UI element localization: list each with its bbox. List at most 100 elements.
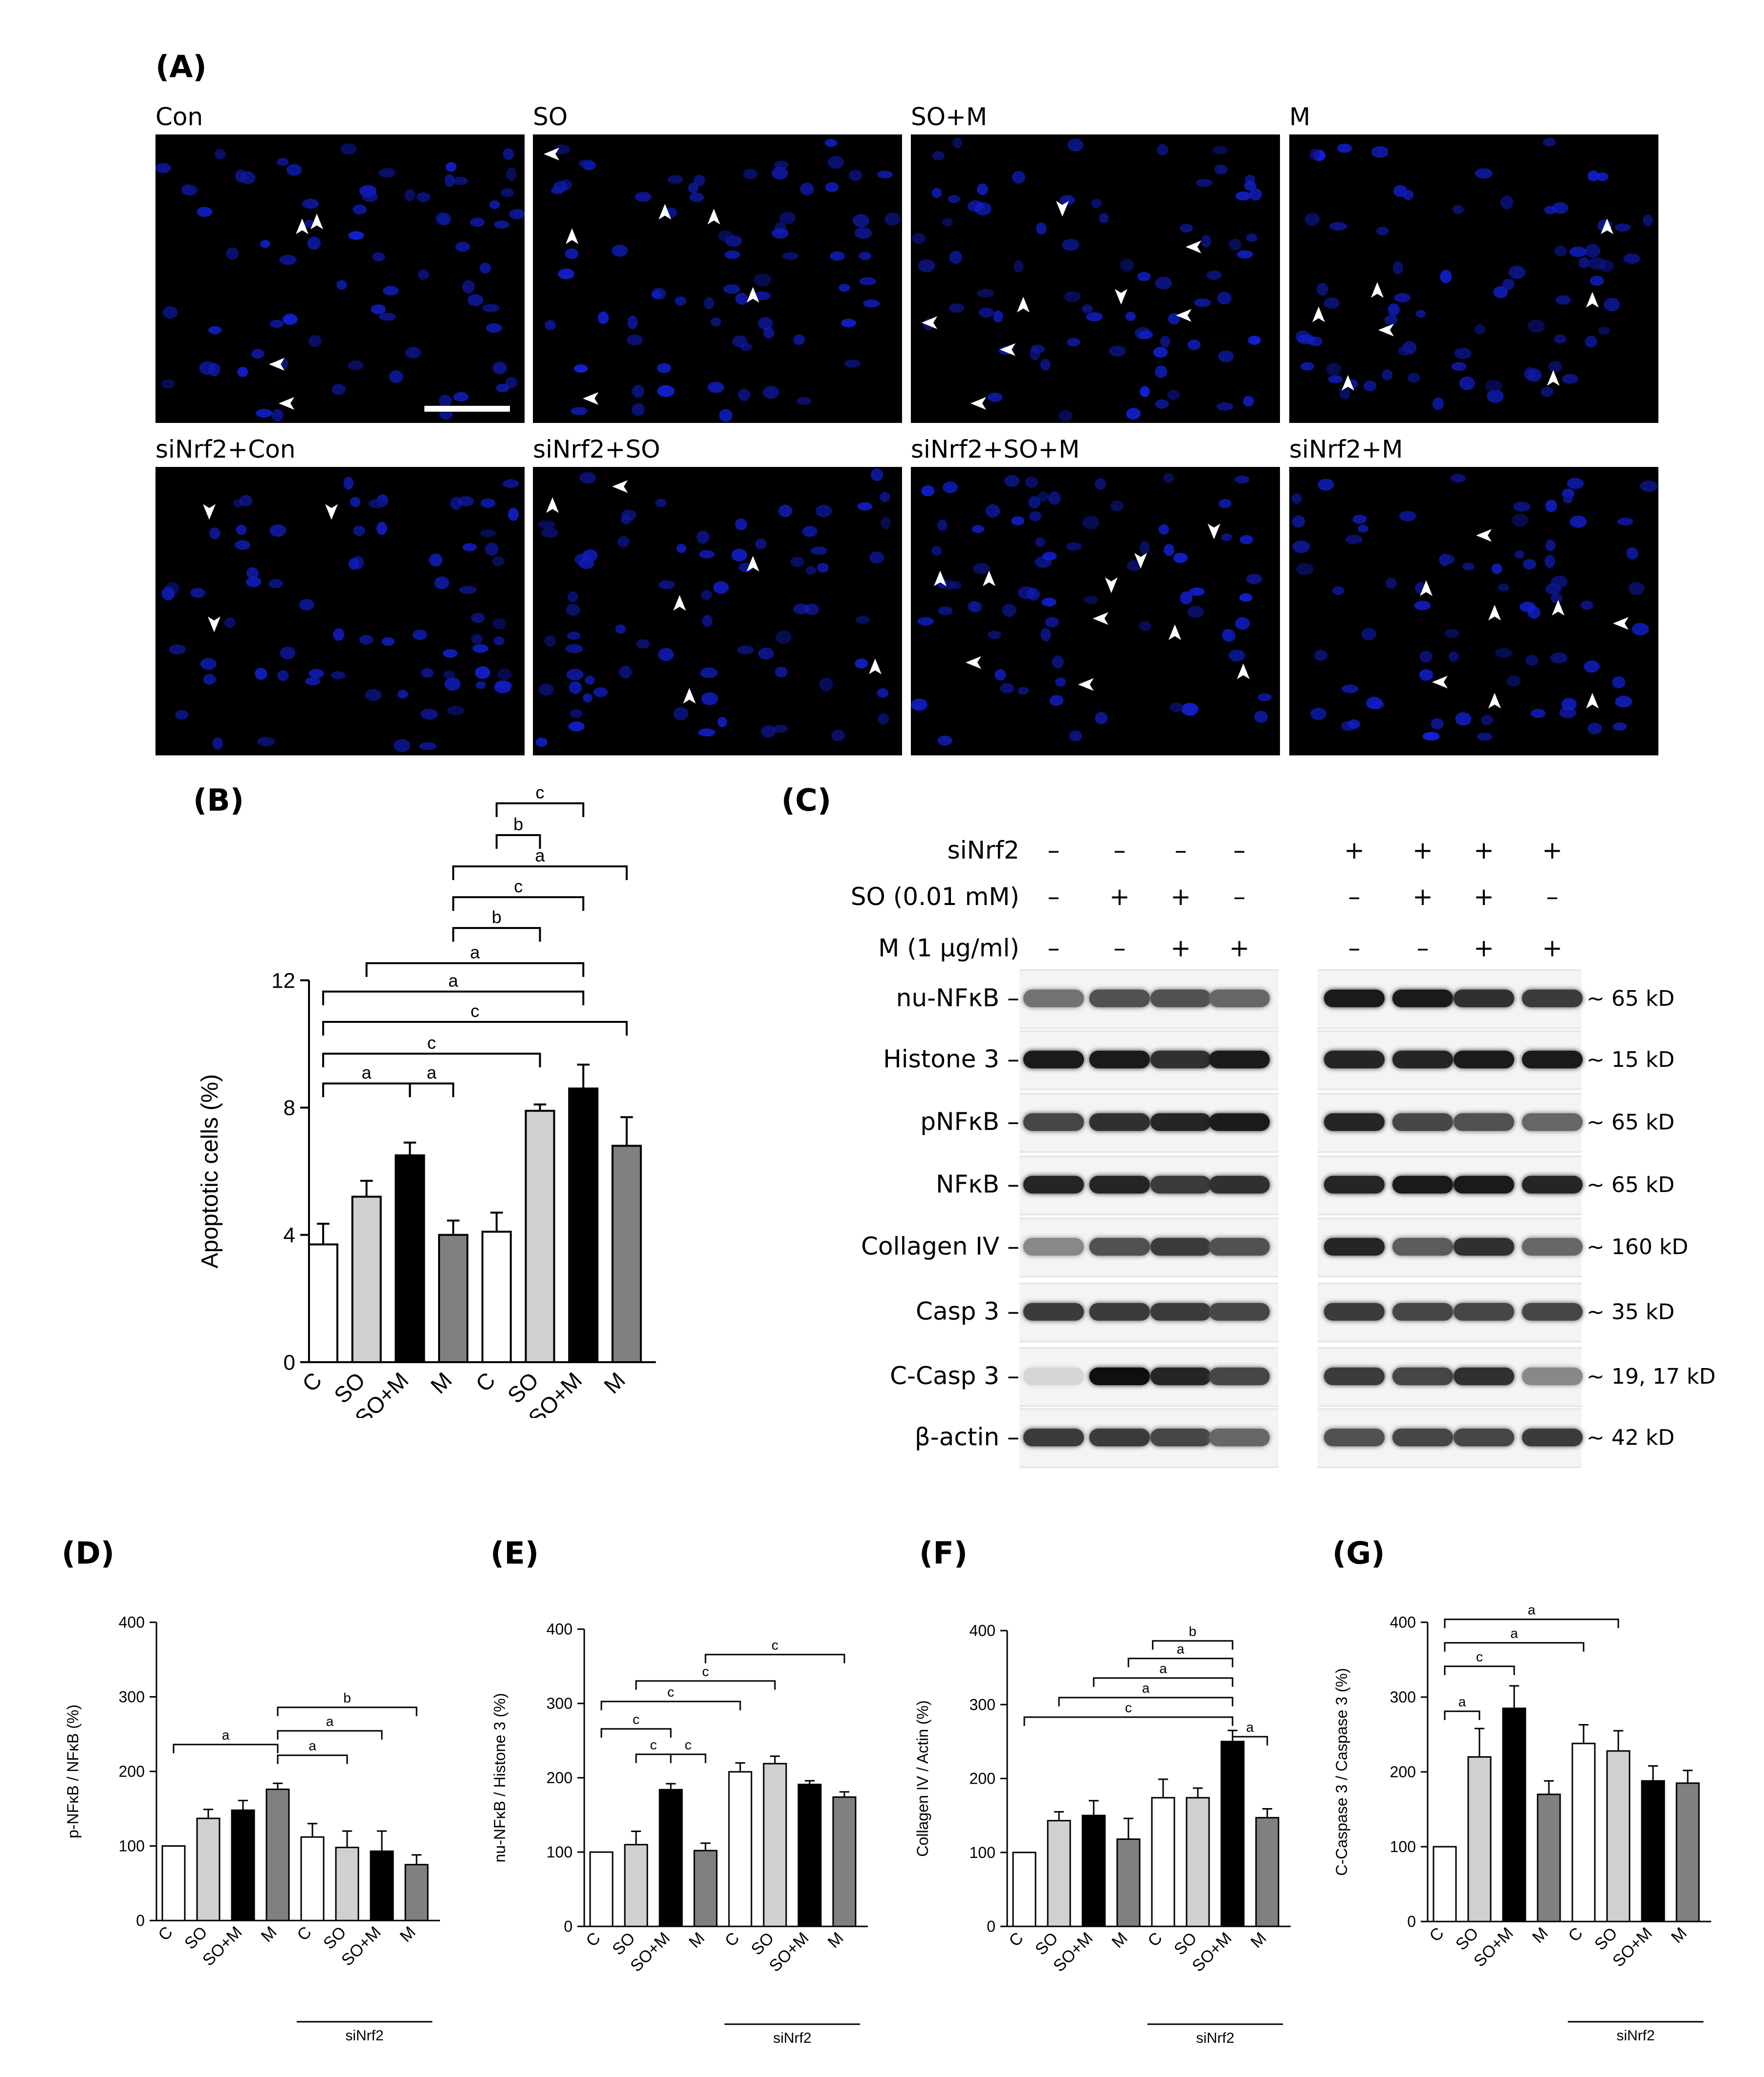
blot-band [1454, 1429, 1514, 1446]
nucleus [855, 658, 868, 669]
arrowhead-icon [747, 556, 759, 572]
significance-bracket [173, 1744, 279, 1753]
nucleus [1399, 511, 1416, 522]
significance-label: a [427, 1062, 437, 1083]
x-tick-label: SO+M [338, 1923, 385, 1970]
nucleus [735, 292, 748, 305]
nucleus [1414, 600, 1431, 611]
nucleus [417, 192, 431, 202]
significance-label: c [685, 1737, 692, 1752]
nucleus [1545, 539, 1556, 552]
nucleus [627, 315, 638, 329]
nucleus [1500, 195, 1514, 209]
nucleus [1296, 563, 1314, 575]
nucleus [1451, 474, 1466, 483]
nucleus [738, 389, 750, 401]
nucleus [857, 502, 873, 511]
nucleus [492, 556, 505, 567]
nucleus [1059, 195, 1075, 205]
nucleus [535, 737, 548, 747]
nucleus [911, 698, 927, 711]
molecular-weight-label: ~ 65 kD [1587, 986, 1675, 1011]
nucleus [1218, 350, 1234, 363]
nucleus [389, 370, 403, 383]
arrowhead-icon [203, 504, 216, 520]
x-tick-label: M [1108, 1929, 1131, 1952]
nucleus [1218, 499, 1232, 508]
significance-bracket [1444, 1618, 1619, 1628]
significance-label: b [492, 907, 502, 927]
blot-band [1522, 1368, 1583, 1385]
treatment-mark: + [1109, 883, 1130, 911]
y-tick-label: 200 [970, 1770, 995, 1788]
arrowhead-icon [325, 504, 338, 520]
nucleus [439, 394, 452, 407]
bar [1151, 1797, 1175, 1927]
nucleus [233, 499, 243, 508]
nucleus [1041, 597, 1057, 607]
nucleus [1048, 491, 1061, 505]
x-tick-label: M [599, 1367, 630, 1398]
significance-label: c [427, 1033, 436, 1053]
bar [1641, 1780, 1665, 1922]
blot-band [1392, 1429, 1453, 1446]
nucleus [541, 527, 558, 538]
nucleus [1323, 297, 1340, 309]
nucleus [1058, 410, 1073, 421]
nucleus [772, 725, 788, 733]
nucleus [1158, 524, 1169, 535]
nucleus [1297, 334, 1315, 345]
y-tick-label: 400 [1390, 1613, 1416, 1631]
bar [481, 1231, 512, 1363]
nucleus [758, 647, 774, 660]
nucleus [209, 527, 220, 540]
nucleus [1196, 178, 1213, 187]
bar [265, 1789, 290, 1922]
arrowhead-icon [546, 497, 559, 513]
nucleus [1328, 375, 1343, 383]
nucleus [545, 320, 556, 331]
nucleus [1408, 373, 1420, 383]
nucleus [1513, 502, 1531, 512]
nucleus [753, 291, 771, 300]
significance-label: a [535, 845, 545, 865]
nucleus [732, 335, 748, 348]
nucleus [615, 624, 626, 634]
nucleus [439, 410, 453, 420]
group-label: siNrf2 [1196, 2030, 1234, 2046]
nucleus [1173, 552, 1188, 563]
significance-bracket [495, 802, 585, 817]
arrowhead-icon [1378, 324, 1394, 336]
nucleus [1589, 275, 1604, 286]
nucleus [509, 209, 525, 220]
nucleus [1419, 669, 1433, 681]
nucleus [724, 250, 740, 259]
nucleus [1588, 257, 1606, 270]
nucleus [420, 668, 434, 678]
nucleus [475, 681, 486, 689]
nucleus [863, 299, 880, 308]
significance-label: b [513, 814, 523, 834]
nucleus [937, 519, 948, 531]
nucleus [942, 218, 953, 227]
nucleus [1017, 686, 1029, 695]
nucleus [1180, 223, 1193, 233]
panel-e-label: (E) [490, 1535, 539, 1571]
nucleus [1246, 233, 1257, 242]
nucleus [844, 359, 861, 368]
nucleus [1585, 335, 1597, 348]
blot-band [1522, 1051, 1583, 1068]
nucleus [1520, 601, 1536, 612]
nucleus [175, 710, 189, 720]
bar [1571, 1743, 1596, 1922]
nucleus [1137, 272, 1151, 281]
treatment-mark: + [1474, 836, 1494, 864]
bar [1433, 1846, 1457, 1922]
treatment-mark: – [1047, 836, 1060, 864]
nucleus [268, 579, 283, 589]
nucleus [1221, 533, 1232, 541]
nucleus [453, 177, 468, 185]
blot-band [1324, 1176, 1385, 1193]
nucleus [331, 384, 346, 395]
bar [728, 1771, 752, 1927]
